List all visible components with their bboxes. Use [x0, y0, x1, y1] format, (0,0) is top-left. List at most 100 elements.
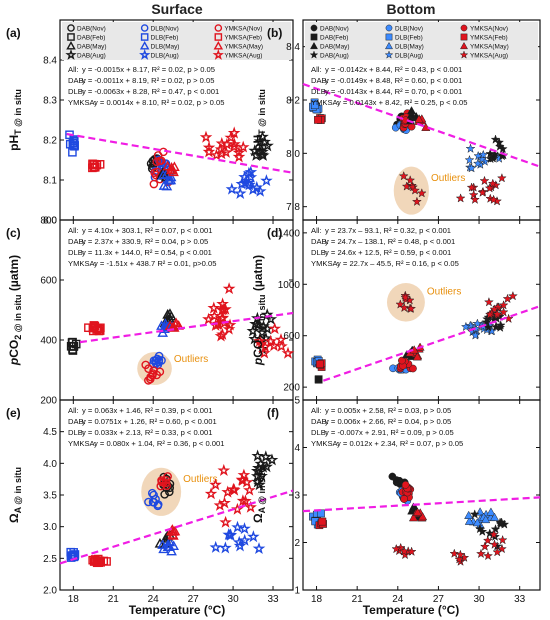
- equation-label: YMKSA:: [311, 439, 340, 448]
- data-point: [162, 481, 171, 491]
- legend-label: DLB(Feb): [395, 34, 423, 41]
- legend-marker: [212, 48, 224, 60]
- data-point: [418, 512, 428, 521]
- data-point: [465, 143, 476, 154]
- data-point: [465, 320, 476, 330]
- data-point: [392, 476, 401, 484]
- panel-label: (a): [6, 26, 21, 40]
- panel-c: (c) 200 400 600 800 pCO2 @ in situ (µatm) Outl…: [6, 216, 295, 407]
- legend-label: YMKSA(May): [470, 43, 509, 50]
- regression-line: [302, 496, 541, 513]
- series-ymksa-triangle: [408, 507, 428, 522]
- y-tick-label: 5: [294, 396, 300, 407]
- y-tick-label: 7.8: [286, 202, 300, 213]
- y-tick-label: 8.2: [286, 96, 300, 107]
- legend-label: DAB(Aug): [77, 52, 106, 59]
- equation-label: YMKSA:: [68, 259, 97, 268]
- data-point: [464, 154, 475, 165]
- y-axis-label: pCO2 @ in situ (µatm): [251, 255, 267, 366]
- data-point: [161, 475, 171, 485]
- legend-marker: [65, 48, 77, 60]
- series-dlb-star: [464, 143, 505, 173]
- data-point: [470, 330, 481, 340]
- data-point: [464, 510, 474, 519]
- data-point: [460, 321, 471, 332]
- y-axis-label: pHT @ in situ: [7, 89, 23, 151]
- x-tick-label: 27: [188, 594, 200, 605]
- series-ymksa-square: [88, 554, 111, 568]
- series-dab-circle: [388, 472, 409, 488]
- outlier-region: [393, 166, 429, 215]
- y-tick-label: 3.5: [43, 491, 57, 502]
- data-point: [238, 522, 251, 535]
- data-point: [167, 526, 179, 536]
- legend-label: YMKSA(May): [224, 43, 263, 50]
- x-tick-label: 24: [392, 594, 404, 605]
- equation-text: y = 0.0751x + 1.26, R² = 0.60, p < 0.001: [82, 417, 217, 426]
- data-point: [483, 296, 494, 307]
- y-tick-label: 2: [294, 538, 300, 549]
- data-point: [247, 530, 260, 543]
- data-point: [488, 151, 499, 161]
- data-point: [314, 375, 323, 384]
- data-point: [233, 539, 247, 552]
- data-point: [152, 157, 162, 167]
- data-point: [66, 553, 76, 562]
- legend-label: DLB(Nov): [395, 25, 423, 32]
- data-point: [255, 148, 269, 161]
- equation-text: y = 0.063x + 1.46, R² = 0.39, p < 0.001: [82, 406, 212, 415]
- data-point: [231, 520, 244, 533]
- data-point: [265, 453, 279, 466]
- data-point: [412, 507, 423, 516]
- data-point: [170, 317, 182, 328]
- data-point: [162, 160, 174, 171]
- data-point: [484, 309, 495, 319]
- series-dlb-square: [309, 98, 323, 114]
- y-tick-label: 200: [40, 396, 57, 407]
- data-point: [411, 196, 422, 207]
- legend-label: DLB(Aug): [151, 52, 179, 59]
- legend-marker: [66, 40, 76, 50]
- series-ymksa-square: [84, 321, 105, 336]
- column-title-bottom: Bottom: [387, 1, 436, 17]
- data-point: [227, 140, 241, 153]
- series-dlb-star: [209, 520, 266, 554]
- legend-marker: [460, 33, 468, 41]
- legend-marker: [384, 50, 394, 59]
- data-point: [209, 540, 222, 553]
- legend-marker: [140, 33, 149, 41]
- data-point: [219, 541, 232, 554]
- series-ymksa-circle: [396, 356, 417, 373]
- data-point: [405, 175, 416, 185]
- data-point: [147, 488, 157, 498]
- equation-text: y = -0.0143x + 8.44, R² = 0.70, p < 0.00…: [325, 87, 462, 96]
- data-point: [406, 106, 417, 115]
- y-tick-label: 8.4: [43, 56, 57, 67]
- data-point: [398, 170, 409, 181]
- data-point: [92, 325, 101, 334]
- data-point: [199, 130, 213, 143]
- data-point: [409, 185, 421, 195]
- data-point: [255, 325, 269, 339]
- equation-label: DAB:: [311, 237, 329, 246]
- regression-line: [322, 305, 541, 382]
- x-tick-label: 18: [311, 594, 323, 605]
- series-dlb-square: [65, 130, 79, 157]
- regression-line: [302, 82, 541, 168]
- panel-label: (f): [267, 406, 279, 420]
- series-ymksa-circle: [398, 481, 415, 503]
- panel-label: (b): [267, 26, 282, 40]
- data-point: [400, 292, 411, 302]
- data-point: [252, 461, 265, 474]
- legend-marker: [310, 24, 318, 32]
- equation-text: y = 23.7x – 93.1, R² = 0.32, p < 0.001: [325, 226, 451, 235]
- data-point: [237, 468, 251, 481]
- data-point: [168, 530, 179, 540]
- data-point: [242, 176, 255, 189]
- data-point: [496, 172, 507, 183]
- data-point: [315, 360, 324, 368]
- series-dab-square: [314, 375, 323, 384]
- legend-marker: [139, 40, 150, 50]
- x-tick-label: 21: [352, 594, 364, 605]
